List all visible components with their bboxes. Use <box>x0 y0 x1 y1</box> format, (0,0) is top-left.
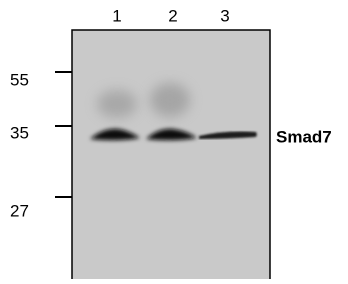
marker-label: 55 <box>10 70 29 89</box>
smear <box>97 90 137 118</box>
lane-label: 2 <box>168 6 177 25</box>
blot-membrane <box>72 30 270 279</box>
lane-label: 1 <box>112 6 121 25</box>
marker-label: 27 <box>10 201 29 220</box>
page: 1 2 3 55 35 27 Smad7 (() => { const data… <box>0 0 348 279</box>
band-label: Smad7 <box>276 127 332 146</box>
smear <box>150 83 190 117</box>
lane-label: 3 <box>220 6 229 25</box>
western-blot-figure: 1 2 3 55 35 27 Smad7 <box>0 0 348 279</box>
marker-label: 35 <box>10 123 29 142</box>
